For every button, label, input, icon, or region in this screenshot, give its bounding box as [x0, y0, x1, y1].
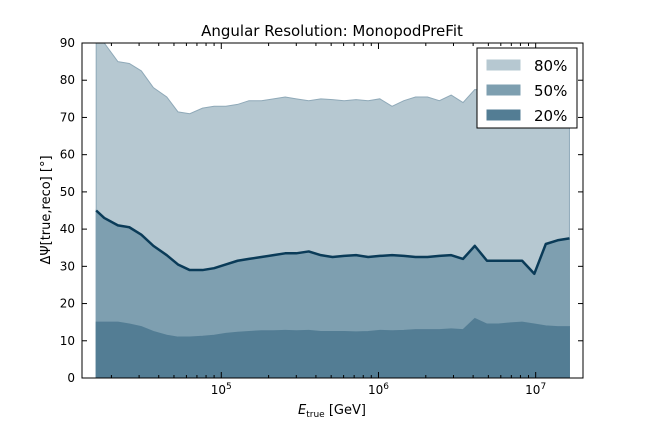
y-tick-label: 0	[67, 371, 75, 385]
series-line-50	[95, 209, 570, 276]
y-tick-label: 10	[60, 334, 75, 348]
legend-swatch-80	[486, 59, 521, 71]
legend-label-50: 50%	[534, 82, 567, 100]
x-tick-label: 105	[211, 382, 232, 397]
x-tick-label: 107	[525, 382, 546, 397]
x-axis-label: Etrue [GeV]	[298, 403, 366, 420]
legend-swatch-20	[486, 109, 521, 121]
x-tick-label: 106	[368, 382, 389, 397]
y-tick-label: 30	[60, 259, 75, 273]
y-tick-label: 60	[60, 148, 75, 162]
legend-label-80: 80%	[534, 57, 567, 75]
plot-area: 0 10 20 30 40 50 60 70 80 90 105 106 107	[60, 36, 584, 397]
chart-title: Angular Resolution: MonopodPreFit	[201, 22, 463, 40]
legend-label-20: 20%	[534, 107, 567, 125]
y-tick-label: 20	[60, 297, 75, 311]
legend-swatch-50	[486, 84, 521, 96]
y-axis-label: ΔΨ[true,reco] [°]	[39, 155, 54, 264]
series-area-20	[95, 317, 570, 378]
y-tick-label: 40	[60, 222, 75, 236]
chart-legend: 80% 50% 20%	[476, 47, 578, 129]
axes-frame	[81, 42, 584, 379]
y-tick-label: 50	[60, 185, 75, 199]
y-tick-label: 80	[60, 73, 75, 87]
y-tick-label: 90	[60, 36, 75, 50]
y-tick-label: 70	[60, 110, 75, 124]
